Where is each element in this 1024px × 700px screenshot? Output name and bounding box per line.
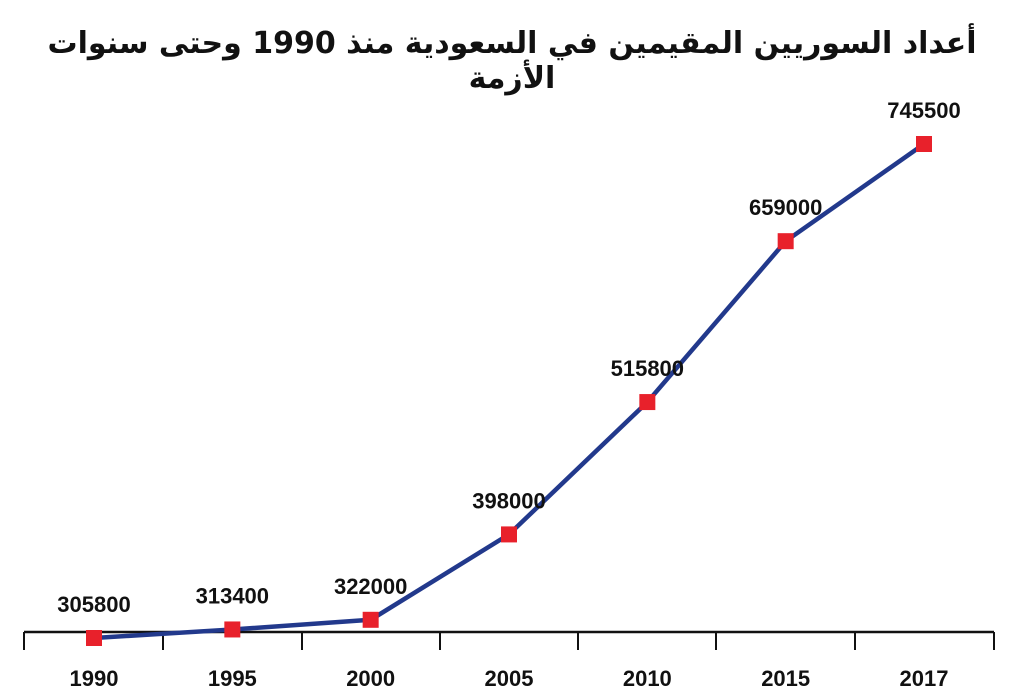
data-label: 313400 [196, 583, 269, 608]
x-tick-label: 2000 [346, 666, 395, 691]
data-label: 745500 [887, 98, 960, 123]
chart-title: أعداد السوريين المقيمين في السعودية منذ … [47, 26, 977, 96]
x-tick-label: 2017 [900, 666, 949, 691]
x-tick-label: 2005 [485, 666, 534, 691]
data-label: 659000 [749, 195, 822, 220]
data-point-marker [224, 621, 241, 638]
data-label: 515800 [611, 356, 684, 381]
x-tick-label: 2015 [761, 666, 810, 691]
data-point-marker [639, 394, 656, 411]
marker-group [86, 136, 932, 646]
x-tick-label: 2010 [623, 666, 672, 691]
data-label: 398000 [472, 488, 545, 513]
x-tick-label: 1990 [70, 666, 119, 691]
data-label: 322000 [334, 574, 407, 599]
data-point-marker [362, 611, 379, 628]
data-label: 305800 [57, 592, 130, 617]
data-point-marker [86, 630, 102, 646]
data-point-marker [501, 526, 517, 543]
x-tick-label-group: 1990 1995 2000 2005 2010 2015 2017 [70, 666, 949, 691]
data-label-group: 305800 313400 322000 398000 515800 659000 7455… [57, 98, 960, 617]
data-point-marker [916, 136, 932, 152]
x-tick-label: 1995 [208, 666, 257, 691]
data-point-marker [777, 233, 794, 250]
